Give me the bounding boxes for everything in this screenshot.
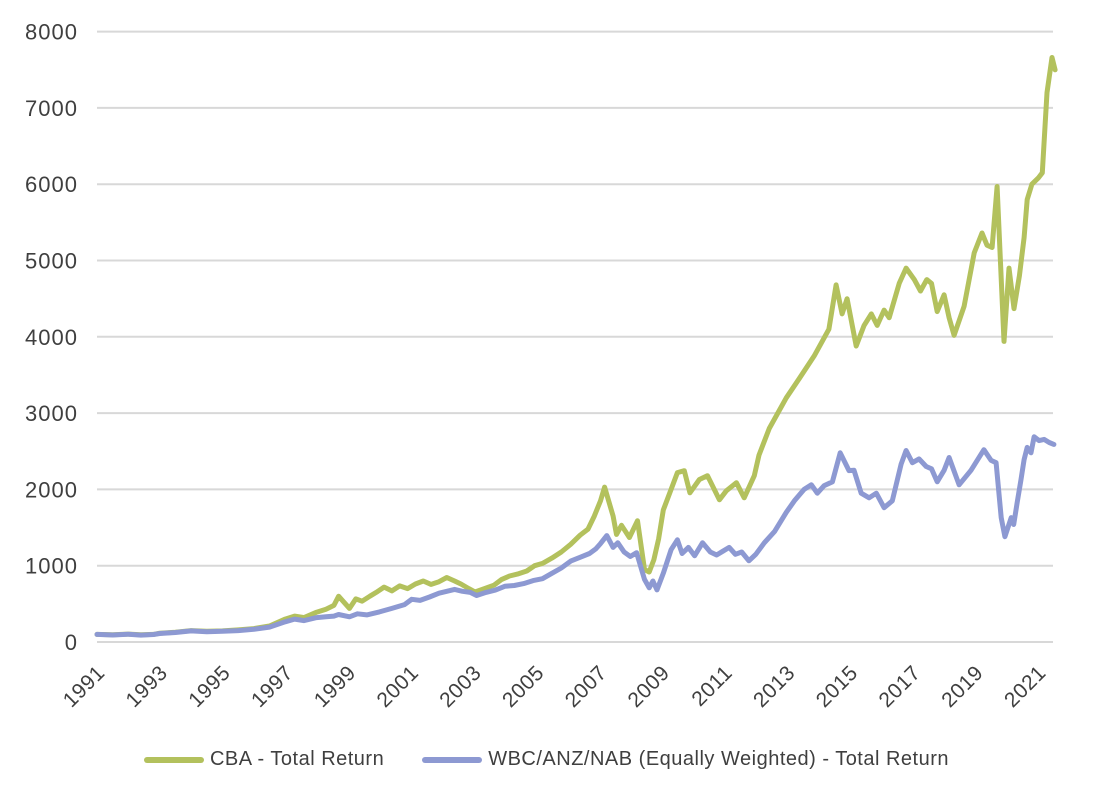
- x-axis-tick-label: 1991: [59, 661, 110, 712]
- chart-legend: CBA - Total Return WBC/ANZ/NAB (Equally …: [0, 748, 1093, 771]
- x-axis-tick-label: 2017: [875, 661, 926, 712]
- cba-legend-label: CBA - Total Return: [209, 748, 385, 770]
- x-axis-tick-label: 1995: [184, 661, 235, 712]
- cba-line-swatch: [143, 756, 204, 763]
- x-axis-tick-label: 2011: [687, 661, 737, 711]
- y-axis-tick-label: 0: [65, 630, 78, 655]
- y-axis-tick-label: 6000: [25, 172, 78, 197]
- x-axis-tick-label: 1997: [247, 661, 298, 712]
- y-axis-tick-label: 7000: [25, 96, 78, 121]
- x-axis-tick-label: 2003: [435, 661, 486, 712]
- y-axis-tick-label: 4000: [25, 325, 78, 350]
- series-line-0: [94, 55, 1058, 638]
- legend-item-cba: CBA - Total Return: [143, 748, 385, 771]
- y-axis-tick-label: 5000: [25, 249, 78, 274]
- y-axis-tick-label: 8000: [25, 20, 78, 45]
- x-axis-tick-label: 1999: [310, 661, 361, 712]
- x-axis-tick-label: 2015: [812, 661, 863, 712]
- legend-item-wbc-anz-nab: WBC/ANZ/NAB (Equally Weighted) - Total R…: [422, 748, 949, 771]
- y-axis-tick-label: 2000: [25, 477, 78, 502]
- x-axis-tick-label: 2021: [1000, 661, 1051, 712]
- y-axis-tick-label: 1000: [25, 554, 78, 579]
- wbc-anz-nab-legend-label: WBC/ANZ/NAB (Equally Weighted) - Total R…: [488, 748, 950, 770]
- x-axis-tick-label: 2001: [373, 661, 424, 712]
- y-axis-tick-label: 3000: [25, 401, 78, 426]
- x-axis-tick-label: 1993: [122, 661, 173, 712]
- wbc-anz-nab-line-swatch: [422, 756, 483, 763]
- x-axis-tick-label: 2009: [624, 661, 675, 712]
- x-axis-tick-label: 2007: [561, 661, 612, 712]
- x-axis-tick-label: 2005: [498, 661, 549, 712]
- x-axis-tick-label: 2013: [749, 661, 800, 712]
- series-line-1: [94, 434, 1057, 638]
- x-axis-tick-label: 2019: [937, 661, 988, 712]
